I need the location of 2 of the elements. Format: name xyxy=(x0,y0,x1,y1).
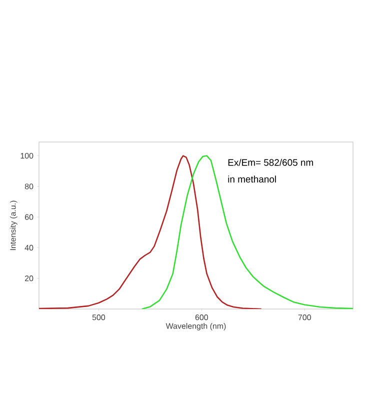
annotation: Ex/Em= 582/605 nm xyxy=(228,158,313,166)
annotation: in methanol xyxy=(228,176,276,183)
